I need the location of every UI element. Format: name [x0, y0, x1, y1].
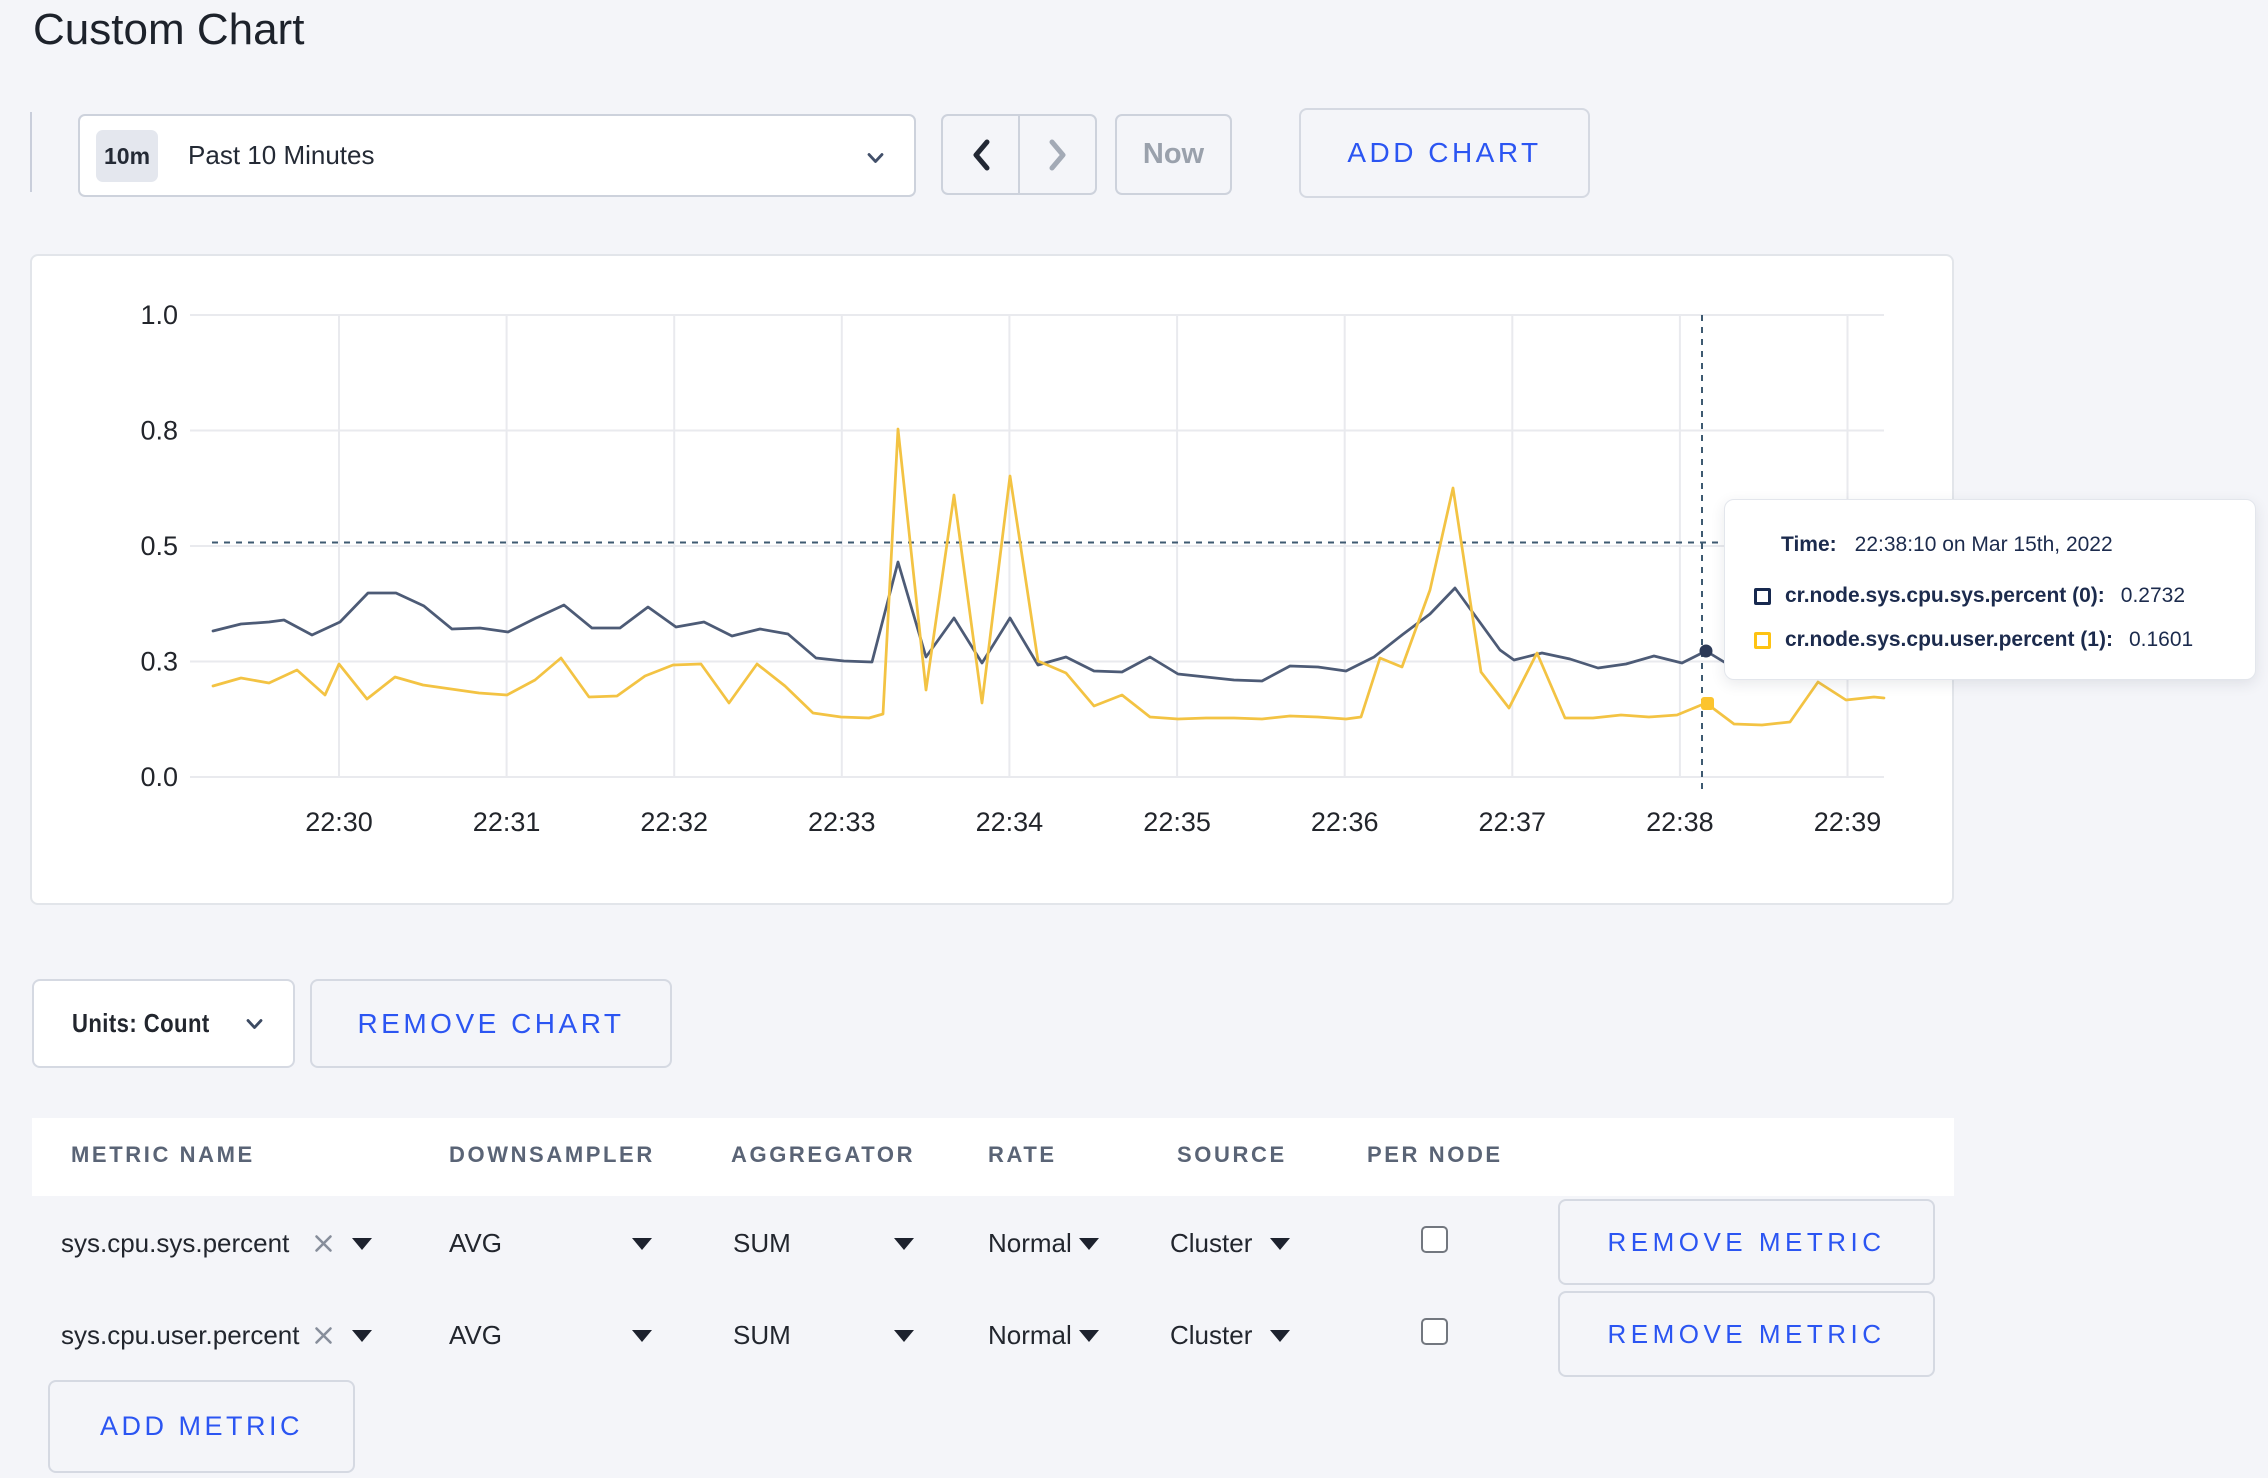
svg-text:0.8: 0.8 — [140, 416, 178, 446]
svg-text:22:38: 22:38 — [1646, 807, 1714, 837]
svg-text:0.5: 0.5 — [140, 531, 178, 561]
svg-text:22:34: 22:34 — [976, 807, 1044, 837]
svg-text:22:33: 22:33 — [808, 807, 876, 837]
svg-text:1.0: 1.0 — [140, 300, 178, 330]
svg-text:22:39: 22:39 — [1814, 807, 1882, 837]
svg-text:22:36: 22:36 — [1311, 807, 1379, 837]
svg-text:22:32: 22:32 — [640, 807, 708, 837]
svg-text:0.3: 0.3 — [140, 647, 178, 677]
svg-text:22:30: 22:30 — [305, 807, 373, 837]
svg-text:0.0: 0.0 — [140, 762, 178, 792]
svg-text:22:31: 22:31 — [473, 807, 541, 837]
svg-text:22:37: 22:37 — [1479, 807, 1547, 837]
svg-text:22:35: 22:35 — [1143, 807, 1211, 837]
